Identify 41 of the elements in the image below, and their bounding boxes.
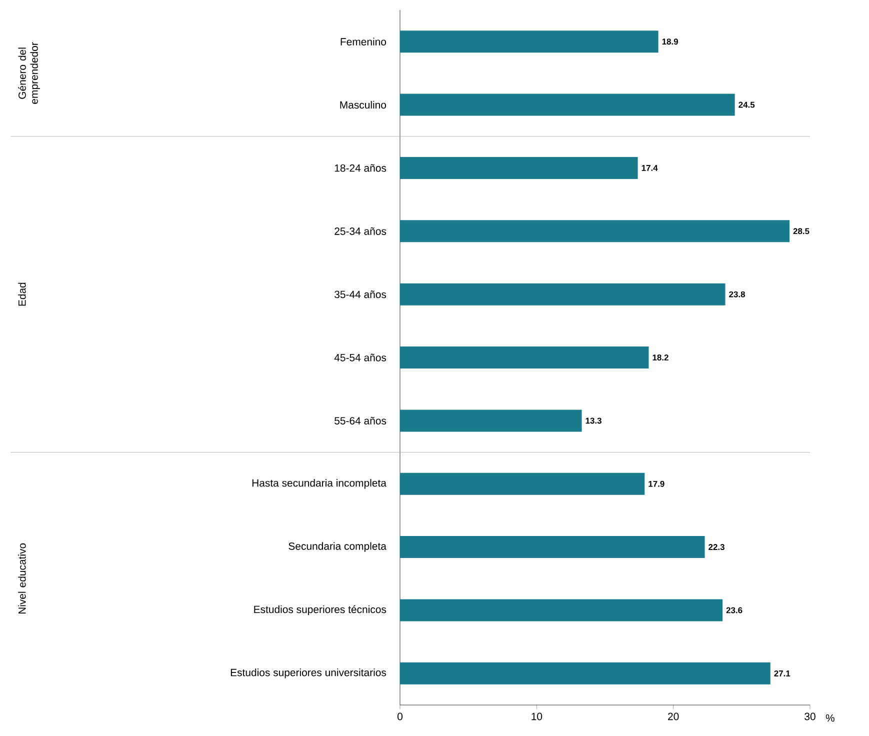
data-label: 18.2	[652, 354, 668, 360]
bar	[400, 30, 658, 53]
y-tick-label: 55-64 años	[334, 416, 386, 424]
data-label: 13.3	[586, 418, 602, 424]
y-tick-label: Estudios superiores universitarios	[230, 668, 386, 678]
y-tick-label: Estudios superiores técnicos	[254, 605, 386, 616]
x-tick-label: 0	[397, 712, 402, 720]
data-label: 17.4	[642, 165, 658, 171]
data-label: 22.3	[708, 544, 724, 550]
bar	[400, 283, 726, 306]
data-label: 24.5	[738, 102, 755, 108]
text: Edad	[18, 282, 26, 306]
bar	[400, 94, 735, 116]
y-tick-label: Hasta secundaria incompleta	[252, 478, 386, 489]
bar	[400, 220, 790, 242]
y-tick-label: 25-34 años	[334, 227, 386, 235]
y-tick-label: Secundaria completa	[288, 542, 386, 552]
x-tick-label: 30	[804, 712, 816, 720]
text: Género del emprendedor	[18, 42, 40, 104]
x-tick-label: 20	[668, 712, 679, 720]
data-label: 28.5	[793, 228, 810, 234]
x-tick-label: 10	[532, 712, 542, 720]
bar	[400, 662, 770, 684]
y-tick-label: 45-54 años	[334, 354, 386, 362]
y-tick-label: 35-44 años	[334, 290, 386, 298]
bar	[400, 156, 638, 179]
y-tick-label: Femenino	[340, 38, 386, 46]
data-label: 18.9	[662, 38, 678, 45]
y-tick-label: Masculino	[340, 100, 386, 109]
text: Nivel educativo	[18, 543, 26, 614]
data-label: 17.9	[648, 480, 664, 487]
y-tick-label: 18-24 años	[334, 164, 386, 172]
data-label: 23.6	[726, 607, 742, 614]
bar	[400, 536, 705, 558]
bar	[400, 346, 649, 369]
bar	[400, 410, 582, 432]
bar	[400, 472, 645, 495]
x-axis-title: %	[826, 714, 834, 722]
bar	[400, 599, 723, 622]
data-label: 23.8	[729, 291, 746, 298]
data-label: 27.1	[774, 670, 790, 676]
